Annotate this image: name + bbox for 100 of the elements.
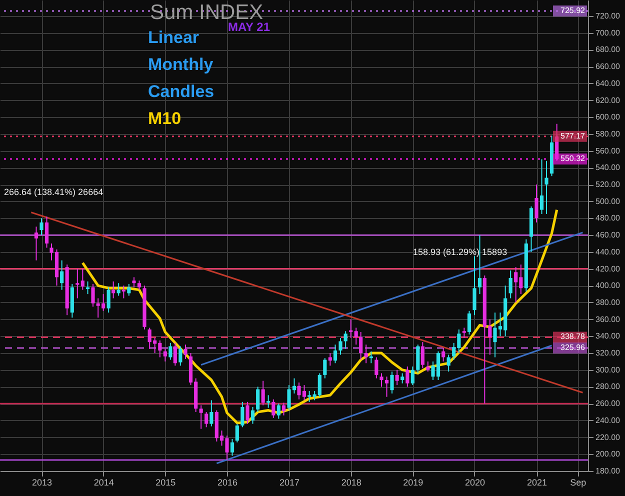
y-tick-label: 500.00 [596, 196, 621, 206]
candlestick [163, 348, 167, 362]
candlestick [338, 337, 342, 356]
x-tick-label: 2013 [32, 478, 52, 488]
candlestick [272, 398, 276, 418]
y-tick-label: 460.00 [596, 230, 621, 240]
candlestick [91, 283, 95, 308]
ref-line-label: 550.32 [560, 154, 586, 163]
candlestick [246, 401, 250, 424]
candlestick [250, 406, 255, 424]
candlestick [44, 216, 49, 248]
candlestick [467, 310, 472, 336]
candlestick [210, 400, 214, 427]
candlestick [462, 327, 466, 338]
candlestick [426, 360, 430, 372]
candlestick [380, 372, 384, 388]
y-tick-label: 300.00 [596, 365, 621, 374]
candlestick [410, 366, 414, 386]
candlestick [178, 346, 182, 366]
y-tick-label: 700.00 [596, 28, 621, 38]
y-tick-label: 660.00 [596, 62, 621, 72]
candlestick [323, 358, 327, 379]
candlestick [544, 160, 548, 215]
candlestick [137, 280, 142, 290]
line-series [81, 208, 558, 424]
y-tick-label: 260.00 [596, 399, 621, 408]
candlestick [364, 344, 368, 364]
y-tick-label: 240.00 [596, 416, 621, 425]
candlestick [472, 256, 476, 316]
candlestick [400, 372, 404, 384]
candlestick [173, 342, 177, 366]
x-tick-label: 2017 [279, 478, 300, 488]
candlestick [395, 369, 399, 386]
y-tick-label: 440.00 [596, 247, 621, 256]
candlestick [40, 218, 44, 236]
y-tick-label: 620.00 [596, 96, 621, 105]
annotation: 266.64 (138.41%) 26664 [4, 187, 104, 197]
candlestick [354, 327, 358, 346]
candlestick [199, 404, 203, 430]
y-tick-label: 640.00 [596, 78, 621, 88]
candlestick [230, 438, 234, 456]
candlestick [478, 234, 482, 295]
candlestick [384, 376, 389, 398]
annotation: Linear [148, 28, 200, 47]
candlestick [261, 380, 265, 406]
y-tick-label: 180.00 [596, 466, 621, 476]
candlestick [240, 401, 244, 428]
candlestick [540, 158, 544, 215]
y-tick-label: 480.00 [596, 214, 621, 223]
candlestick [168, 342, 172, 360]
candlestick [80, 268, 84, 290]
annotation: Candles [148, 82, 214, 101]
ref-line-label: 325.96 [560, 343, 586, 352]
candlestick [508, 270, 512, 299]
y-tick-label: 680.00 [596, 45, 621, 54]
candlestick [534, 184, 538, 223]
candlestick [282, 402, 286, 416]
candlestick [359, 331, 363, 360]
candlestick [256, 386, 260, 413]
y-tick-label: 220.00 [596, 432, 621, 442]
candlestick [132, 276, 136, 288]
y-tick-label: 600.00 [596, 112, 621, 122]
y-tick-label: 580.00 [596, 129, 621, 138]
y-tick-label: 360.00 [596, 314, 621, 324]
y-tick-label: 520.00 [596, 180, 621, 190]
candlestick [184, 344, 188, 360]
y-tick-label: 340.00 [596, 332, 621, 341]
x-tick-label: 2021 [526, 478, 548, 488]
y-tick-label: 200.00 [596, 450, 621, 459]
y-tick-label: 320.00 [596, 348, 621, 358]
candlestick [34, 226, 38, 261]
x-tick-label: 2018 [341, 478, 362, 488]
text: M10 [148, 109, 182, 128]
y-tick-label: 560.00 [596, 146, 621, 156]
candlestick [266, 394, 270, 408]
candlestick [390, 371, 394, 394]
y-tick-label: 280.00 [596, 382, 621, 392]
candlestick [235, 423, 239, 443]
candlestick [308, 390, 312, 402]
annotation: Monthly [148, 55, 214, 74]
candlestick [127, 283, 131, 296]
candlestick [416, 344, 420, 374]
x-tick-label: 2020 [464, 478, 486, 488]
y-tick-label: 380.00 [596, 298, 621, 307]
ref-line-label: 338.78 [560, 332, 586, 342]
y-tick-label: 720.00 [596, 12, 621, 21]
x-tick-label: Sep [570, 478, 586, 488]
candlestick [276, 403, 280, 420]
x-tick-label: 2014 [94, 478, 114, 488]
x-tick-label: 2016 [217, 478, 238, 488]
annotation: 158.93 (61.29%) 15893 [413, 247, 508, 257]
candlestick [344, 330, 348, 350]
candlestick [406, 366, 410, 388]
ref-line-label: 577.17 [560, 131, 586, 140]
y-tick-label: 400.00 [596, 281, 621, 290]
candlestick [204, 412, 208, 428]
ref-line-label: 725.92 [560, 6, 586, 16]
candlestick [446, 354, 450, 372]
y-tick-label: 420.00 [596, 264, 621, 274]
x-tick-label: 2015 [156, 478, 176, 488]
